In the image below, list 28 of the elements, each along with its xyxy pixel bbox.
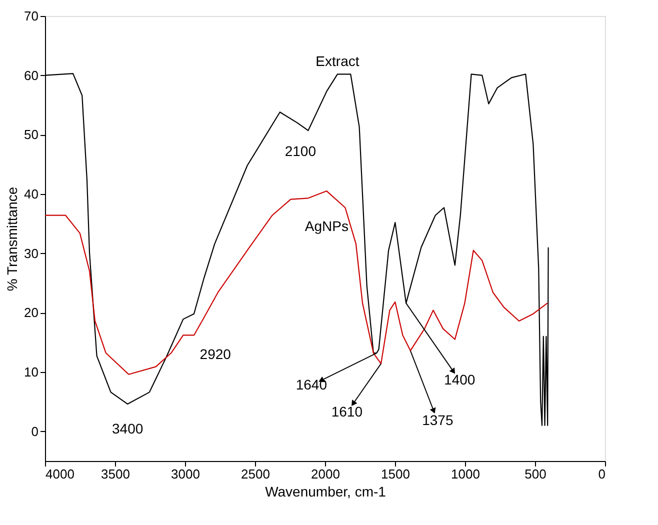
x-tick-label: 500 <box>524 466 546 482</box>
annotation: 1640 <box>296 376 328 392</box>
y-tick-label: 10 <box>24 364 38 380</box>
y-tick-label: 70 <box>24 8 38 24</box>
y-tick-label: 40 <box>24 186 38 202</box>
y-tick-label: 0 <box>31 424 38 439</box>
y-tick-label: 50 <box>24 127 38 142</box>
annotation: 2920 <box>200 346 232 362</box>
x-axis-title: Wavenumber, cm-1 <box>265 484 386 500</box>
annotation: 1610 <box>331 404 363 420</box>
annotation: 1400 <box>444 371 476 388</box>
annotation: 2100 <box>284 143 316 160</box>
annotation: 3400 <box>112 420 144 436</box>
y-axis-title: % Transmittance <box>4 186 20 292</box>
x-tick-label: 0 <box>598 466 606 482</box>
x-tick-label: 3500 <box>101 466 130 482</box>
x-tick-label: 4000 <box>46 466 74 482</box>
x-tick-label: 1500 <box>381 466 410 482</box>
annotation: 1375 <box>422 412 454 428</box>
y-tick-label: 30 <box>24 246 38 261</box>
x-tick-label: 2000 <box>311 466 340 482</box>
series-label: Extract <box>316 53 360 70</box>
y-tick-label: 60 <box>24 68 38 83</box>
x-tick-label: 2500 <box>241 466 270 482</box>
x-tick-label: 3000 <box>171 466 200 482</box>
y-tick-label: 20 <box>24 305 38 320</box>
x-tick-label: 1000 <box>451 466 480 482</box>
series-label: AgNPs <box>304 218 348 234</box>
